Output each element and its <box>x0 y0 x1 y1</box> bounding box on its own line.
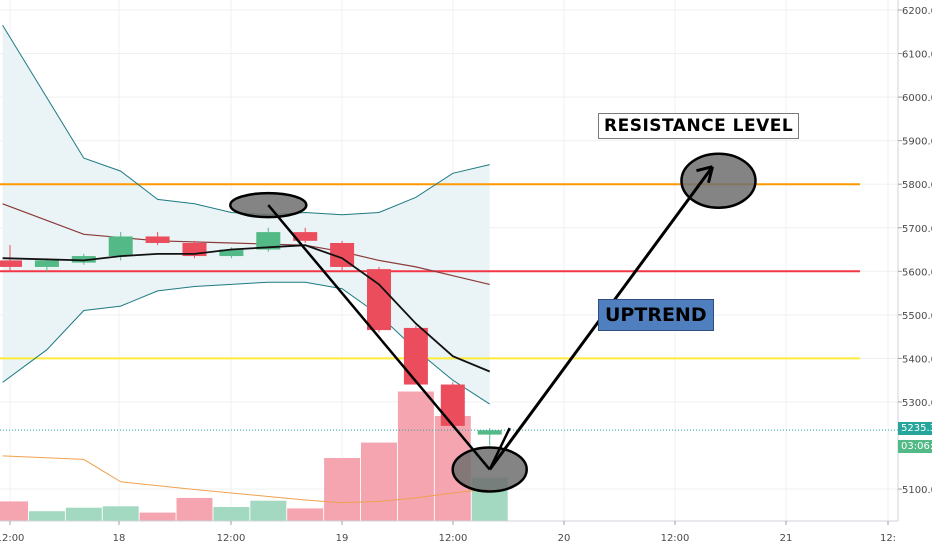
volume-bar <box>287 508 324 521</box>
candle-body <box>145 236 170 243</box>
price-tick-label: 5400.0 <box>902 354 932 365</box>
countdown-tag: 03:06:46 <box>898 440 932 454</box>
candle-body <box>477 430 502 435</box>
candles <box>0 227 502 446</box>
price-tick-label: 5700.0 <box>902 224 932 235</box>
volume-bar <box>139 512 176 521</box>
price-tick-label: 6000.0 <box>902 93 932 104</box>
volume-bar <box>0 501 28 521</box>
time-tick-label: 21 <box>780 533 793 544</box>
candle-body <box>219 249 244 257</box>
price-tick-label: 5500.0 <box>902 311 932 322</box>
volume-bar <box>65 507 102 521</box>
candle-body <box>0 260 22 267</box>
time-tick-label: 12:00 <box>217 533 246 544</box>
price-tick-label: 5300.0 <box>902 398 932 409</box>
price-scale-background <box>898 0 932 550</box>
resistance-level-label: RESISTANCE LEVEL <box>598 113 800 139</box>
time-tick-label: 18 <box>113 533 126 544</box>
volume-bar <box>361 442 397 521</box>
candle-body <box>293 232 318 241</box>
uptrend-label: UPTREND <box>598 299 714 331</box>
volume-bars <box>0 391 508 521</box>
candle-body <box>34 260 59 267</box>
volume-bar <box>176 497 213 521</box>
time-tick-label: 12:00 <box>661 533 690 544</box>
price-tick-label: 6100.0 <box>902 50 932 61</box>
price-tick-label: 6200.0 <box>902 6 932 17</box>
volume-bar <box>28 511 65 521</box>
time-tick-label: 19 <box>336 533 349 544</box>
time-tick-label: 12:00 <box>0 533 24 544</box>
price-tick-label: 5900.0 <box>902 137 932 148</box>
downtrend-line <box>267 204 491 471</box>
candle-body <box>256 232 281 250</box>
price-tick-label: 5800.0 <box>902 180 932 191</box>
volume-ma-line <box>2 455 490 504</box>
candle-body <box>108 236 133 257</box>
uptrend-arrow-head <box>696 165 714 184</box>
moving-average-line <box>2 244 491 373</box>
candle-body <box>403 327 428 385</box>
highlight-ellipse <box>680 152 757 209</box>
volume-bar <box>397 391 434 521</box>
time-tick-label: 12: <box>880 533 896 544</box>
price-tick-label: 5600.0 <box>902 267 932 278</box>
time-tick-label: 12:00 <box>439 533 468 544</box>
volume-bar <box>324 458 361 521</box>
candle-body <box>71 256 96 263</box>
volume-bar <box>102 506 139 521</box>
candle-body <box>330 242 355 267</box>
volume-bar <box>250 500 287 521</box>
price-tick-label: 5100.0 <box>902 485 932 496</box>
last-price-tag: 5235.3 <box>898 422 932 436</box>
candle-body <box>440 384 465 426</box>
volume-bar <box>213 507 250 521</box>
time-tick-label: 20 <box>558 533 571 544</box>
